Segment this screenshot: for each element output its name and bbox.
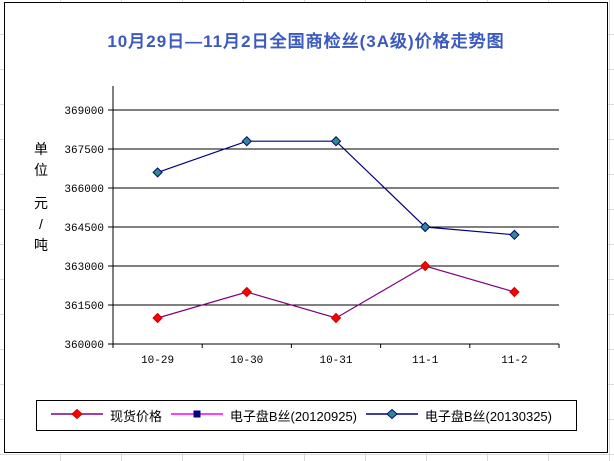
legend-box: 现货价格 电子盘B丝(20120925) 电子盘B丝(20130325) [36,400,577,431]
y-tick-label: 367500 [64,145,104,157]
series-line-0 [157,265,515,319]
data-point-marker-series-2 [419,221,431,233]
x-tick-label: 11-2 [501,355,527,367]
data-point-marker-series-2 [509,229,520,241]
chart-title: 10月29日—11月2日全国商检丝(3A级)价格走势图 [107,32,505,51]
y-tick-label: 363000 [64,262,104,274]
y-axis-unit-char: / [39,216,43,232]
y-axis-unit-label: 单位元 / 吨 [29,139,53,256]
legend-item-eboard-20130325: 电子盘B丝(20130325) [365,406,552,425]
data-point-marker-series-0 [509,286,520,298]
x-tick-label: 10-31 [319,355,352,367]
chart-frame: 10月29日—11月2日全国商检丝(3A级)价格走势图 单位元 / 吨 369000… [4,2,608,453]
y-axis-unit-char: 位 [34,162,48,178]
legend-label-eboard-20130325: 电子盘B丝(20130325) [424,409,552,424]
x-tick-label: 10-29 [141,355,174,367]
legend-label-eboard-20120925: 电子盘B丝(20120925) [229,409,357,424]
eboard-20130325-line-marker-icon [365,407,418,425]
y-tick-label: 369000 [64,106,104,118]
legend-item-eboard-20120925: 电子盘B丝(20120925) [170,406,357,425]
legend-label-spot-price: 现货价格 [110,409,163,424]
square-marker-icon [193,410,201,417]
y-tick-label: 360000 [64,340,104,352]
data-point-marker-series-0 [152,312,163,324]
y-tick-label: 364500 [64,223,104,235]
legend-marker-glyph [51,408,103,419]
y-axis-unit-char: 元 [34,195,48,211]
diamond-marker-icon [386,408,398,419]
y-tick-label: 361500 [64,301,104,313]
data-point-marker-series-0 [419,260,431,272]
diamond-marker-icon [71,408,83,419]
x-tick-label: 10-30 [230,355,263,367]
y-axis-unit-char: 吨 [34,237,48,253]
y-tick-label: 366000 [64,184,104,196]
plot-area: 369000 367500 366000 364500 363000 361500 3600… [64,86,560,367]
data-point-marker-series-2 [241,135,253,147]
data-point-marker-series-2 [152,167,163,178]
legend-marker-glyph [365,408,418,419]
data-point-marker-series-2 [330,135,342,147]
data-point-marker-series-0 [241,286,253,298]
eboard-20120925-line-marker-icon [170,407,223,425]
x-tick-label: 11-1 [412,355,439,367]
data-point-marker-series-0 [330,312,342,324]
y-axis-unit-char: 单 [34,141,48,157]
legend-marker-glyph [170,410,223,417]
spot-price-line-marker-icon [51,407,103,425]
legend-item-spot-price: 现货价格 [51,406,162,425]
